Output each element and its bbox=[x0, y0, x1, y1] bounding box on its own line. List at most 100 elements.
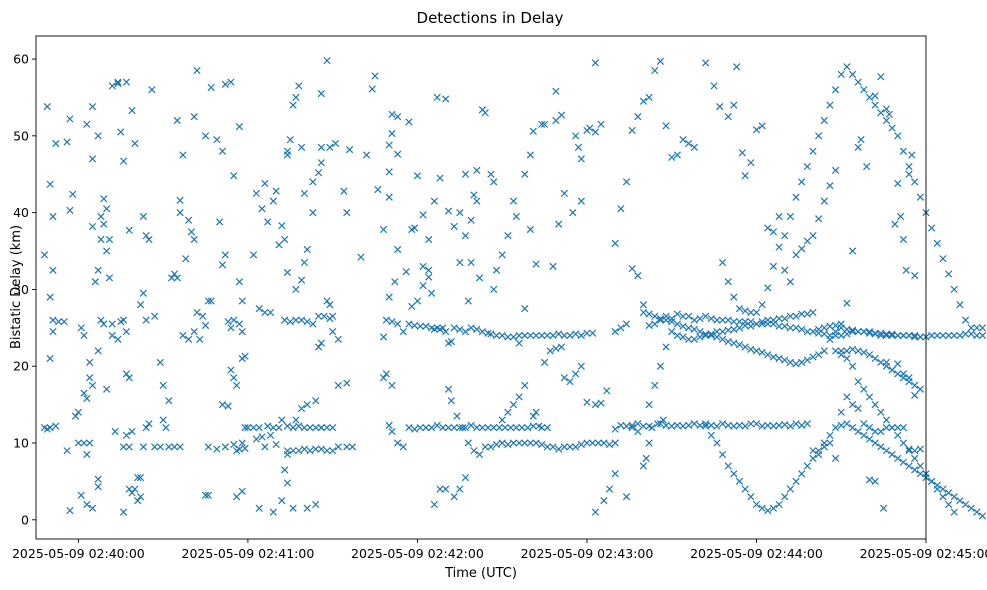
data-point bbox=[371, 72, 379, 80]
data-point bbox=[131, 139, 139, 148]
data-point bbox=[769, 353, 778, 361]
data-point bbox=[679, 322, 687, 330]
data-point bbox=[588, 329, 597, 337]
data-point bbox=[865, 329, 874, 337]
data-point bbox=[258, 205, 266, 213]
data-point bbox=[261, 179, 269, 188]
data-point bbox=[190, 113, 198, 121]
data-point bbox=[526, 331, 535, 340]
data-point bbox=[928, 331, 936, 340]
data-point bbox=[156, 358, 164, 366]
data-point bbox=[905, 331, 913, 340]
data-point bbox=[518, 424, 526, 432]
data-point bbox=[86, 358, 94, 366]
data-point bbox=[792, 312, 800, 320]
data-point bbox=[718, 335, 727, 343]
data-point bbox=[716, 103, 724, 111]
data-point bbox=[122, 431, 131, 439]
data-point bbox=[815, 132, 823, 140]
data-point bbox=[831, 347, 840, 355]
data-point bbox=[532, 260, 540, 268]
data-point bbox=[555, 330, 563, 338]
data-point bbox=[345, 146, 354, 154]
data-point bbox=[538, 331, 546, 340]
data-point bbox=[820, 347, 828, 355]
data-point bbox=[416, 322, 424, 330]
data-point bbox=[928, 224, 936, 232]
data-point bbox=[871, 400, 879, 409]
data-point bbox=[696, 314, 704, 323]
data-point bbox=[69, 190, 77, 198]
data-point bbox=[634, 427, 642, 436]
data-point bbox=[388, 318, 396, 326]
data-point bbox=[668, 318, 676, 326]
data-point bbox=[459, 424, 467, 432]
data-point bbox=[456, 485, 464, 493]
data-point bbox=[444, 424, 453, 432]
data-point bbox=[312, 500, 320, 509]
data-point bbox=[464, 439, 472, 447]
data-point bbox=[617, 205, 625, 213]
data-point bbox=[176, 443, 184, 451]
data-point bbox=[628, 126, 636, 135]
data-point bbox=[871, 477, 879, 486]
data-point bbox=[46, 293, 54, 301]
x-tick-label: 2025-05-09 02:45:00 bbox=[860, 546, 987, 561]
data-point bbox=[865, 351, 874, 359]
data-point bbox=[204, 491, 212, 499]
data-point bbox=[136, 473, 145, 482]
data-point bbox=[837, 421, 845, 429]
data-point bbox=[521, 381, 529, 390]
plot-area-frame bbox=[35, 35, 927, 540]
data-point bbox=[114, 78, 122, 86]
data-point bbox=[385, 421, 393, 429]
data-point bbox=[967, 504, 975, 512]
data-point bbox=[119, 443, 128, 451]
data-point bbox=[461, 328, 470, 336]
data-point bbox=[685, 335, 693, 343]
data-point bbox=[374, 185, 382, 194]
data-point bbox=[566, 377, 574, 386]
data-point bbox=[758, 422, 766, 430]
data-point bbox=[119, 157, 128, 165]
data-point bbox=[645, 422, 653, 430]
data-point bbox=[173, 116, 181, 125]
data-point bbox=[820, 197, 828, 205]
data-point bbox=[882, 447, 891, 455]
data-point bbox=[52, 422, 60, 430]
data-point bbox=[334, 335, 342, 343]
data-point bbox=[552, 344, 560, 353]
data-point bbox=[281, 235, 289, 244]
data-point bbox=[781, 266, 789, 274]
data-point bbox=[950, 508, 958, 516]
data-point bbox=[362, 151, 371, 159]
data-point bbox=[323, 297, 331, 305]
data-point bbox=[560, 443, 568, 451]
data-point bbox=[651, 381, 659, 390]
data-point bbox=[591, 400, 600, 409]
data-point bbox=[498, 331, 506, 340]
data-point bbox=[467, 216, 475, 224]
data-point bbox=[911, 331, 919, 340]
data-point bbox=[735, 421, 744, 429]
data-point bbox=[100, 320, 108, 328]
data-point bbox=[549, 331, 557, 340]
data-point bbox=[433, 421, 441, 429]
data-point bbox=[956, 331, 964, 340]
data-point bbox=[529, 412, 537, 420]
data-point bbox=[843, 420, 851, 428]
data-point bbox=[611, 439, 619, 447]
data-point bbox=[809, 328, 817, 336]
data-point bbox=[735, 341, 744, 349]
data-point bbox=[888, 124, 896, 132]
data-point bbox=[798, 325, 806, 333]
data-point bbox=[139, 443, 147, 451]
data-point bbox=[80, 331, 88, 340]
data-point bbox=[939, 493, 947, 501]
data-point bbox=[122, 78, 131, 86]
data-point bbox=[207, 297, 215, 305]
data-point bbox=[464, 297, 472, 305]
data-point bbox=[71, 412, 80, 420]
data-point bbox=[295, 447, 303, 455]
data-point bbox=[572, 330, 580, 338]
